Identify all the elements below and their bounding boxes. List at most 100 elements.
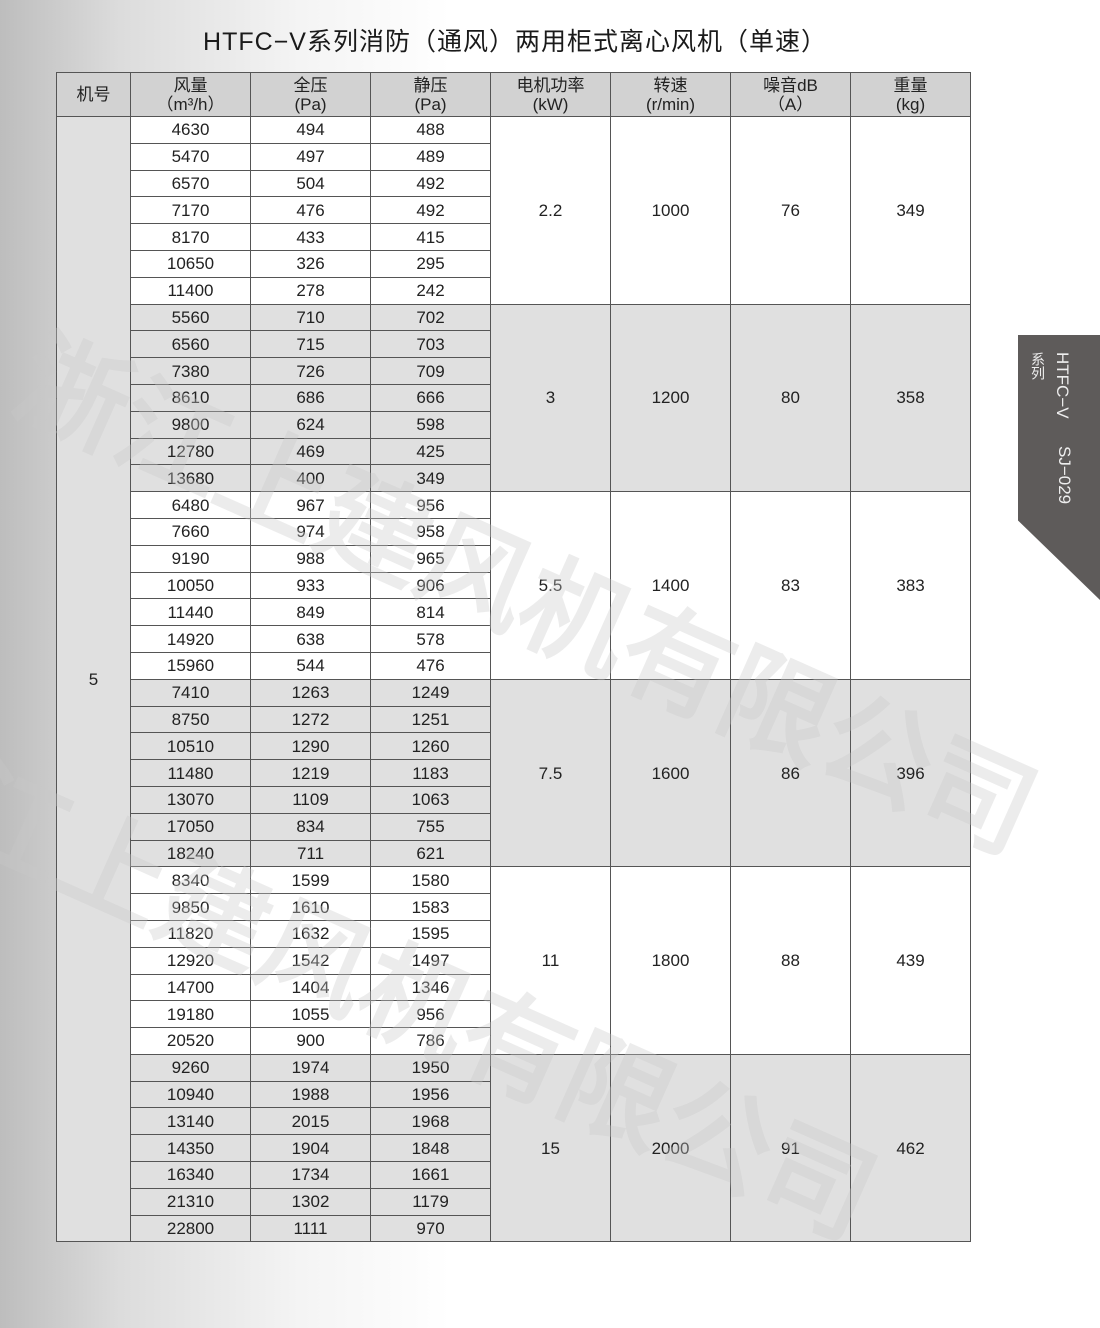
total-pressure-cell: 1109 <box>250 785 371 814</box>
airflow-cell: 13680 <box>130 464 251 493</box>
airflow-cell: 19180 <box>130 1000 251 1029</box>
total-pressure-cell: 1219 <box>250 759 371 787</box>
speed-cell: 1200 <box>610 303 731 493</box>
total-pressure-cell: 1055 <box>250 1000 371 1029</box>
airflow-cell: 20520 <box>130 1027 251 1055</box>
table-row: 9850 1610 1583 <box>57 893 971 921</box>
airflow-cell: 13140 <box>130 1107 251 1136</box>
header-line2: （A） <box>767 94 814 114</box>
table-row: 18240 711 621 <box>57 839 971 868</box>
total-pressure-cell: 1599 <box>250 866 371 895</box>
static-pressure-cell: 1251 <box>370 705 491 734</box>
static-pressure-cell: 814 <box>370 598 491 627</box>
table-row: 11480 1219 1183 <box>57 759 971 787</box>
airflow-cell: 5470 <box>130 142 251 171</box>
static-pressure-cell: 956 <box>370 1000 491 1029</box>
static-pressure-cell: 906 <box>370 571 491 600</box>
airflow-cell: 7410 <box>130 678 251 707</box>
weight-cell: 439 <box>850 866 971 1055</box>
motor-power-cell: 2.2 <box>490 116 611 305</box>
header-line2: (kW) <box>532 94 569 114</box>
static-pressure-cell: 492 <box>370 169 491 198</box>
total-pressure-cell: 1988 <box>250 1080 371 1109</box>
speed-cell: 1800 <box>610 866 731 1055</box>
static-pressure-cell: 970 <box>370 1214 491 1243</box>
static-pressure-cell: 621 <box>370 839 491 868</box>
airflow-cell: 12920 <box>130 946 251 975</box>
model-cell: 5 <box>56 115 131 1243</box>
static-pressure-cell: 1179 <box>370 1187 491 1216</box>
weight-cell: 383 <box>850 491 971 680</box>
page-title: HTFC−V系列消防（通风）两用柜式离心风机（单速） <box>203 28 827 56</box>
total-pressure-cell: 726 <box>250 357 371 385</box>
spec-table: 机号 风量 （m³/h） 全压 (Pa) 静压 (Pa) 电机功率 (kW) 转速 (r/min) 噪… <box>56 72 971 1243</box>
airflow-cell: 11400 <box>130 276 251 305</box>
total-pressure-cell: 638 <box>250 625 371 653</box>
static-pressure-cell: 1848 <box>370 1134 491 1163</box>
header-line2: (kg) <box>895 94 926 114</box>
header-line2: (r/min) <box>645 94 696 114</box>
column-header: 机号 <box>56 72 131 117</box>
total-pressure-cell: 1904 <box>250 1134 371 1163</box>
static-pressure-cell: 965 <box>370 544 491 573</box>
weight-cell: 462 <box>850 1053 971 1243</box>
airflow-cell: 17050 <box>130 812 251 841</box>
total-pressure-cell: 1974 <box>250 1053 371 1082</box>
total-pressure-cell: 967 <box>250 491 371 519</box>
column-header: 重量 (kg) <box>850 72 971 117</box>
airflow-cell: 11440 <box>130 598 251 627</box>
airflow-cell: 8750 <box>130 705 251 734</box>
airflow-cell: 9190 <box>130 544 251 573</box>
airflow-cell: 7170 <box>130 196 251 225</box>
motor-power-cell: 7.5 <box>490 678 611 868</box>
total-pressure-cell: 624 <box>250 410 371 439</box>
column-header: 噪音dB （A） <box>730 72 851 117</box>
airflow-cell: 11480 <box>130 759 251 787</box>
total-pressure-cell: 2015 <box>250 1107 371 1136</box>
table-row: 9800 624 598 <box>57 410 971 439</box>
side-tab-series-label: 系列 <box>1030 352 1046 380</box>
airflow-cell: 14350 <box>130 1134 251 1163</box>
airflow-cell: 21310 <box>130 1187 251 1216</box>
airflow-cell: 13070 <box>130 785 251 814</box>
static-pressure-cell: 425 <box>370 437 491 466</box>
airflow-cell: 7380 <box>130 357 251 385</box>
total-pressure-cell: 933 <box>250 571 371 600</box>
noise-cell: 86 <box>730 678 851 868</box>
static-pressure-cell: 489 <box>370 142 491 171</box>
speed-cell: 1000 <box>610 116 731 305</box>
static-pressure-cell: 1956 <box>370 1080 491 1109</box>
static-pressure-cell: 755 <box>370 812 491 841</box>
airflow-cell: 10050 <box>130 571 251 600</box>
static-pressure-cell: 1968 <box>370 1107 491 1136</box>
motor-power-cell: 11 <box>490 866 611 1055</box>
table-row: 9190 988 965 <box>57 544 971 573</box>
static-pressure-cell: 702 <box>370 303 491 332</box>
table-row: 17050 834 755 <box>57 812 971 841</box>
table-row: 7170 476 492 <box>57 196 971 225</box>
motor-power-cell: 3 <box>490 303 611 493</box>
static-pressure-cell: 1580 <box>370 866 491 895</box>
static-pressure-cell: 703 <box>370 330 491 359</box>
speed-cell: 2000 <box>610 1053 731 1243</box>
static-pressure-cell: 242 <box>370 276 491 305</box>
table-row: 12780 469 425 <box>57 437 971 466</box>
airflow-cell: 15960 <box>130 651 251 680</box>
header-line1: 机号 <box>76 85 111 104</box>
table-row: 10940 1988 1956 <box>57 1080 971 1109</box>
total-pressure-cell: 974 <box>250 517 371 546</box>
airflow-cell: 9850 <box>130 893 251 921</box>
side-tab-code: SJ−029 <box>1055 446 1074 505</box>
weight-cell: 396 <box>850 678 971 868</box>
table-row: 8340 1599 1580 11 1800 88 439 <box>57 866 971 1055</box>
airflow-cell: 8170 <box>130 223 251 251</box>
airflow-cell: 8610 <box>130 383 251 412</box>
table-row: 7410 1263 1249 7.5 1600 86 396 <box>57 678 971 868</box>
total-pressure-cell: 497 <box>250 142 371 171</box>
motor-power-cell: 15 <box>490 1053 611 1243</box>
static-pressure-cell: 476 <box>370 651 491 680</box>
table-row: 14920 638 578 <box>57 625 971 653</box>
total-pressure-cell: 849 <box>250 598 371 627</box>
total-pressure-cell: 834 <box>250 812 371 841</box>
table-row: 19180 1055 956 <box>57 1000 971 1029</box>
